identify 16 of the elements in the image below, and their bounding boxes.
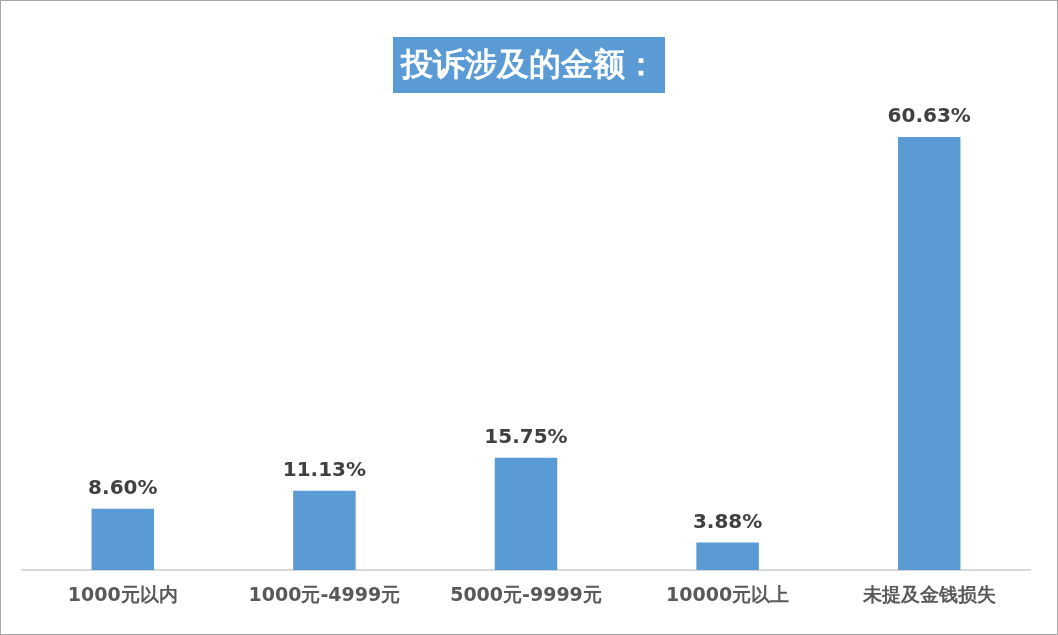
x-tick-label: 10000元以上 — [666, 582, 790, 605]
data-label: 11.13% — [282, 456, 367, 481]
bar — [897, 136, 961, 571]
data-label: 3.88% — [692, 508, 763, 533]
chart-title: 投诉涉及的金额： — [393, 37, 665, 93]
x-tick-label: 未提及金钱损失 — [861, 582, 996, 605]
data-label: 8.60% — [88, 474, 158, 499]
bar — [696, 542, 759, 571]
bar — [91, 508, 155, 571]
data-label: 60.63% — [887, 103, 971, 128]
x-tick-label: 5000元-9999元 — [450, 582, 602, 605]
x-tick-label: 1000元-4999元 — [248, 582, 401, 605]
bar — [494, 457, 558, 571]
bar — [293, 490, 356, 571]
x-tick-label: 1000元以内 — [67, 582, 178, 605]
data-label: 15.75% — [484, 423, 568, 448]
